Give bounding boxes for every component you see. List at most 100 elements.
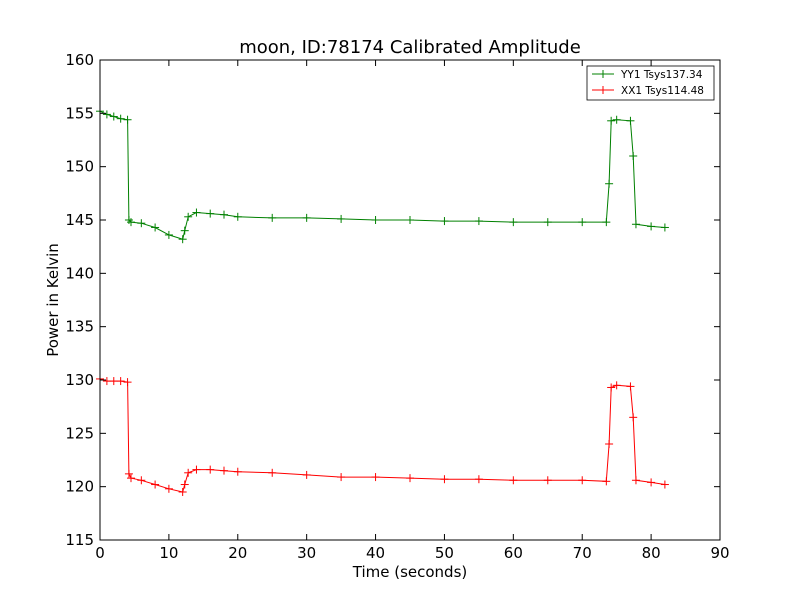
- x-tick-label: 90: [710, 544, 729, 562]
- data-point-0: [406, 216, 414, 224]
- data-point-0: [137, 219, 146, 228]
- data-point-0: [629, 152, 638, 160]
- x-tick-label: 0: [95, 544, 105, 562]
- data-point-1: [302, 470, 311, 479]
- data-point-1: [631, 476, 640, 485]
- data-point-1: [406, 474, 414, 483]
- data-point-1: [178, 488, 187, 496]
- series-layer: [96, 107, 669, 496]
- data-point-0: [302, 213, 311, 222]
- data-point-1: [474, 475, 483, 484]
- data-point-0: [268, 213, 277, 222]
- y-tick-label: 150: [65, 158, 94, 176]
- data-point-1: [192, 465, 201, 474]
- data-point-1: [629, 413, 638, 422]
- legend-label-xx1: XX1 Tsys114.48: [621, 85, 704, 97]
- data-point-1: [233, 467, 242, 476]
- data-point-0: [233, 212, 242, 221]
- data-point-1: [509, 476, 518, 485]
- data-point-1: [116, 377, 125, 386]
- y-tick-label: 115: [65, 531, 94, 549]
- data-point-0: [102, 110, 111, 119]
- data-point-0: [440, 217, 449, 226]
- data-point-1: [440, 475, 449, 484]
- data-point-1: [109, 377, 118, 386]
- x-tick-label: 80: [642, 544, 661, 562]
- y-tick-label: 140: [65, 264, 94, 282]
- data-point-0: [509, 218, 518, 227]
- y-tick-label: 160: [65, 51, 94, 69]
- data-point-1: [647, 478, 656, 487]
- data-point-0: [123, 115, 132, 124]
- data-point-0: [220, 210, 228, 219]
- data-point-1: [626, 382, 635, 391]
- y-tick-label: 135: [65, 318, 94, 336]
- data-point-1: [543, 476, 552, 485]
- data-point-0: [116, 114, 125, 123]
- data-point-0: [151, 223, 160, 232]
- data-point-0: [192, 208, 201, 217]
- data-point-1: [337, 473, 346, 482]
- data-point-0: [178, 235, 187, 244]
- x-tick-label: 60: [504, 544, 523, 562]
- legend-label-yy1: YY1 Tsys137.34: [620, 69, 703, 81]
- y-tick-label: 120: [65, 478, 94, 496]
- x-tick-label: 40: [366, 544, 385, 562]
- y-tick-label: 155: [65, 104, 94, 122]
- data-point-1: [123, 378, 132, 387]
- y-axis-label: Power in Kelvin: [44, 243, 62, 357]
- y-tick-label: 130: [65, 371, 94, 389]
- series-line-0: [99, 110, 665, 240]
- data-point-1: [660, 480, 669, 489]
- data-point-0: [180, 226, 189, 235]
- data-point-0: [127, 218, 135, 227]
- data-point-0: [631, 220, 640, 229]
- data-point-1: [164, 484, 173, 493]
- data-point-1: [127, 474, 135, 483]
- data-point-0: [371, 216, 380, 224]
- chart-title: moon, ID:78174 Calibrated Amplitude: [239, 37, 581, 58]
- data-point-0: [612, 115, 621, 124]
- data-point-0: [605, 179, 614, 188]
- data-point-0: [660, 223, 669, 232]
- data-point-1: [184, 468, 193, 477]
- data-point-0: [543, 218, 552, 227]
- data-point-0: [578, 218, 587, 227]
- y-tick-label: 125: [65, 424, 94, 442]
- data-point-1: [371, 473, 380, 482]
- data-point-1: [151, 480, 160, 489]
- data-point-1: [137, 476, 146, 485]
- data-point-1: [602, 477, 611, 486]
- data-point-1: [102, 377, 111, 386]
- data-point-0: [109, 112, 118, 121]
- data-point-1: [180, 480, 189, 489]
- plot-frame: [99, 59, 721, 541]
- ticks-layer: 0 10 20 30 40 50 60 70 80 90 115 120 125 130 135 140 145…: [65, 51, 729, 562]
- data-point-1: [607, 383, 616, 392]
- data-point-0: [124, 216, 133, 224]
- x-tick-label: 70: [573, 544, 592, 562]
- x-tick-label: 50: [435, 544, 454, 562]
- legend: YY1 Tsys137.34 XX1 Tsys114.48: [586, 65, 715, 101]
- data-point-1: [124, 469, 133, 478]
- series-line-1: [99, 378, 665, 493]
- data-point-0: [206, 209, 215, 218]
- data-point-0: [647, 222, 656, 231]
- data-point-1: [220, 466, 228, 475]
- data-point-0: [602, 218, 611, 227]
- y-tick-label: 145: [65, 211, 94, 229]
- data-point-0: [337, 214, 346, 223]
- data-point-1: [268, 468, 277, 477]
- data-point-0: [184, 212, 193, 221]
- data-point-0: [626, 116, 635, 125]
- data-point-1: [578, 476, 587, 485]
- legend-box: [586, 65, 715, 101]
- x-tick-label: 30: [297, 544, 316, 562]
- data-point-1: [206, 465, 215, 474]
- x-axis-label: Time (seconds): [352, 563, 468, 581]
- x-tick-label: 20: [228, 544, 247, 562]
- data-point-1: [612, 381, 621, 390]
- data-point-0: [474, 217, 483, 226]
- data-point-0: [607, 116, 616, 125]
